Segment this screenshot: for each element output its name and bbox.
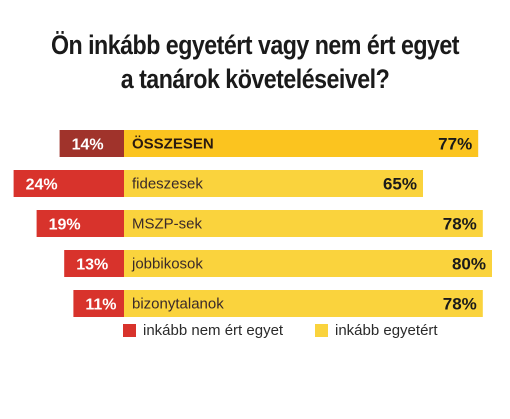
bar-disagree-row-0 (59, 130, 124, 157)
bar-disagree-row-1 (13, 170, 125, 197)
bar-row-2: 19% MSZP-sek 78% (36, 210, 483, 237)
label-disagree-row-4: 11% (85, 297, 116, 314)
bar-agree-row-1 (124, 170, 423, 197)
chart-legend: inkább nem ért egyet inkább egyetért (0, 322, 510, 342)
category-label-row-1: fideszesek (132, 176, 203, 193)
bar-disagree-row-2 (36, 210, 124, 237)
label-disagree-row-0: 14% (72, 137, 104, 154)
bar-row-4: 11% bizonytalanok 78% (73, 290, 483, 317)
legend-swatch-disagree (123, 324, 136, 337)
legend-item-disagree: inkább nem ért egyet (123, 322, 283, 339)
bar-row-0: 14% ÖSSZESEN 77% (59, 130, 479, 157)
label-agree-row-0: 77% (438, 135, 472, 154)
label-agree-row-2: 78% (443, 215, 477, 234)
category-label-row-0: ÖSSZESEN (132, 136, 214, 153)
bar-row-1: 24% fideszesek 65% (13, 170, 423, 197)
chart-title-line-1: Ön inkább egyetért vagy nem ért egyet (50, 30, 460, 60)
label-agree-row-4: 78% (443, 295, 477, 314)
chart-title-line-2: a tanárok követeléseivel? (120, 64, 390, 94)
label-disagree-row-1: 24% (26, 177, 58, 194)
bar-agree-row-3 (124, 250, 492, 277)
bar-agree-row-2 (124, 210, 483, 237)
label-disagree-row-3: 13% (76, 257, 108, 274)
category-label-row-3: jobbikosok (131, 256, 203, 273)
bar-row-3: 13% jobbikosok 80% (64, 250, 492, 277)
category-label-row-4: bizonytalanok (132, 296, 224, 313)
bar-disagree-row-4 (73, 290, 124, 317)
legend-swatch-agree (315, 324, 328, 337)
legend-item-agree: inkább egyetért (315, 322, 438, 339)
label-agree-row-1: 65% (383, 175, 417, 194)
label-agree-row-3: 80% (452, 255, 486, 274)
category-label-row-2: MSZP-sek (132, 216, 203, 233)
label-disagree-row-2: 19% (49, 217, 81, 234)
bar-agree-row-0 (124, 130, 479, 157)
legend-label-agree: inkább egyetért (335, 322, 438, 339)
legend-label-disagree: inkább nem ért egyet (143, 322, 284, 339)
bar-agree-row-4 (124, 290, 483, 317)
bar-disagree-row-3 (64, 250, 124, 277)
